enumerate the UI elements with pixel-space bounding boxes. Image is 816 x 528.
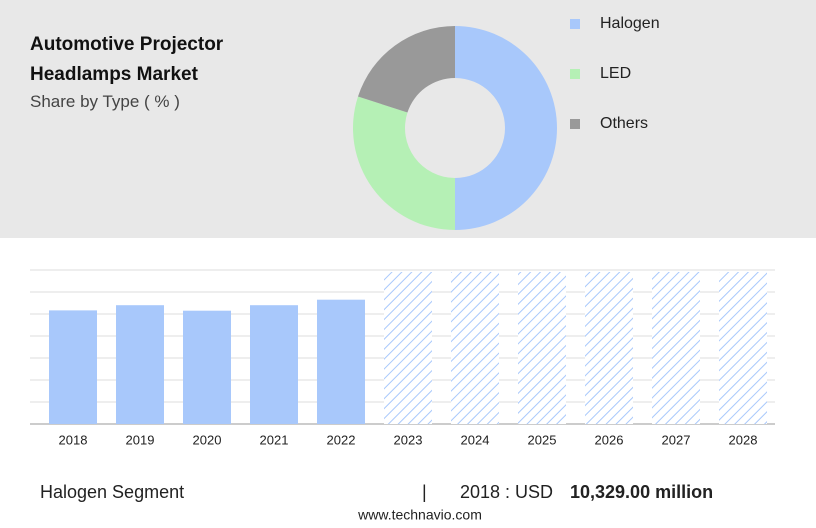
legend-swatch [570, 19, 580, 29]
bar [49, 310, 97, 424]
x-tick-label: 2026 [595, 432, 624, 447]
year-label: 2018 : USD [460, 482, 553, 502]
x-tick-label: 2018 [59, 432, 88, 447]
legend-label: Halogen [600, 15, 660, 32]
legend-swatch [570, 69, 580, 79]
forecast-placeholder [585, 272, 633, 424]
x-tick-label: 2022 [327, 432, 356, 447]
x-tick-label: 2027 [662, 432, 691, 447]
x-tick-label: 2028 [729, 432, 758, 447]
donut-segment [353, 96, 455, 230]
x-tick-label: 2019 [126, 432, 155, 447]
bar [183, 310, 231, 424]
x-tick-label: 2024 [461, 432, 490, 447]
donut-segment [357, 26, 455, 113]
chart-title: Automotive Projector Headlamps Market [30, 34, 224, 85]
source: www.technavio.com [357, 507, 482, 523]
chart-subtitle: Share by Type ( % ) [30, 92, 180, 111]
forecast-placeholder [384, 272, 432, 424]
legend-label: Others [600, 115, 648, 132]
bar [250, 305, 298, 424]
bar [317, 299, 365, 424]
donut-segment [455, 26, 557, 230]
bar [116, 305, 164, 424]
x-tick-label: 2020 [193, 432, 222, 447]
donut-chart: Halogen LED Others [353, 15, 660, 230]
x-tick-label: 2023 [394, 432, 423, 447]
legend-label: LED [600, 65, 631, 82]
segment-label: Halogen Segment [40, 482, 184, 502]
legend-swatch [570, 119, 580, 129]
forecast-placeholder [518, 272, 566, 424]
forecast-placeholder [451, 272, 499, 424]
forecast-placeholder [719, 272, 767, 424]
x-tick-label: 2025 [528, 432, 557, 447]
bar-chart: 2018 2019 2020 2021 2022 2023 2024 2025 2026 2027… [30, 269, 775, 447]
x-tick-label: 2021 [260, 432, 289, 447]
separator: | [422, 482, 427, 502]
value-label: 10,329.00 million [570, 482, 713, 502]
forecast-placeholder [652, 272, 700, 424]
